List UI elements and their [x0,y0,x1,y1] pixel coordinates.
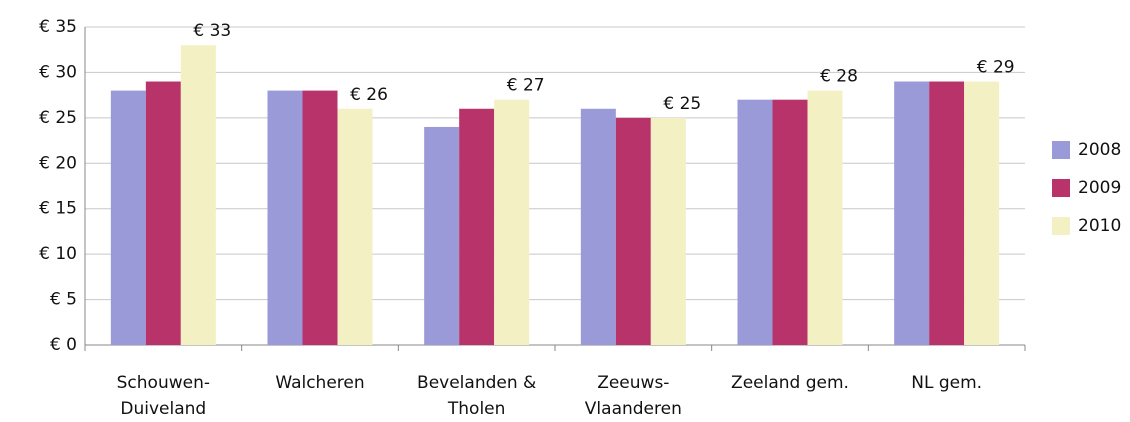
data-label: € 25 [663,94,701,114]
data-label: € 27 [507,76,545,96]
x-tick-label: Zeeuws-Vlaanderen [585,373,682,419]
x-tick-label: Zeeland gem. [731,373,849,393]
x-tick-label: Schouwen-Duiveland [117,373,210,419]
bar [494,99,530,345]
bar [180,45,216,346]
bar [267,90,303,345]
bar [929,81,965,345]
legend-label: 2009 [1078,178,1121,198]
bar [580,108,616,346]
y-tick-label: € 30 [39,62,77,82]
legend-swatch [1052,217,1070,235]
legend-label: 2008 [1078,140,1121,160]
y-tick-label: € 35 [39,17,77,37]
bar [459,108,495,346]
bar [424,126,460,345]
bar [302,90,338,345]
legend-swatch [1052,179,1070,197]
data-label: € 29 [977,58,1015,78]
bar [145,81,181,345]
y-tick-label: € 15 [39,199,77,219]
data-label: € 28 [820,67,858,87]
y-tick-label: € 25 [39,108,77,128]
y-tick-label: € 0 [50,335,77,355]
y-tick-label: € 20 [39,153,77,173]
bar [110,90,146,345]
x-tick-label: NL gem. [911,373,982,393]
y-tick-label: € 5 [50,290,77,310]
bar [615,117,651,345]
bar [894,81,930,345]
legend-swatch [1052,141,1070,159]
x-tick-label: Bevelanden & Tholen [417,373,536,419]
data-label: € 26 [350,85,388,105]
y-tick-label: € 10 [39,244,77,264]
bar [807,90,843,345]
bar [964,81,1000,345]
data-label: € 33 [193,21,231,41]
bar [737,99,773,345]
legend-label: 2010 [1078,216,1121,236]
bar [650,117,686,345]
bar [337,108,373,346]
x-tick-label: Walcheren [275,373,364,393]
bar [772,99,808,345]
